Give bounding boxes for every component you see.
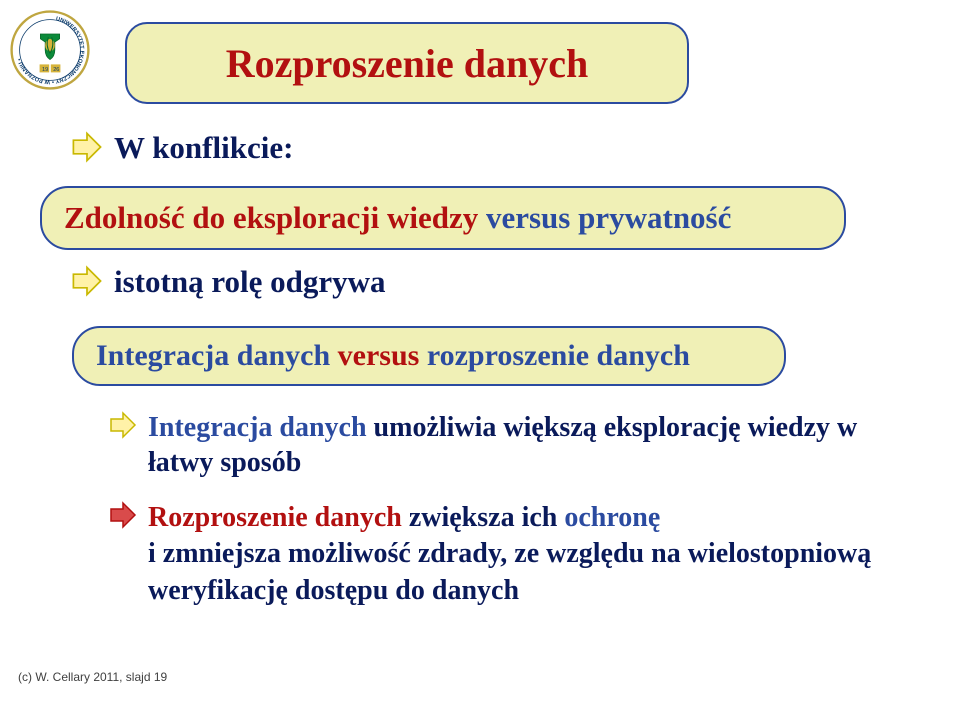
arrow-right-icon [108, 500, 138, 530]
bullet-conflict-text: W konflikcie: [114, 130, 293, 166]
svg-text:19: 19 [42, 67, 48, 73]
bullet-role-text: istotną rolę odgrywa [114, 264, 386, 300]
bullet-dispersion-detail: Rozproszenie danych zwiększa ich ochronę… [108, 500, 908, 609]
callout-integration-text: Integracja danych versus rozproszenie da… [96, 339, 690, 373]
footer-copyright: (c) W. Cellary 2011, slajd 19 [18, 670, 167, 684]
arrow-right-icon [70, 130, 104, 164]
bullet-role: istotną rolę odgrywa [70, 264, 386, 300]
slide-title: Rozproszenie danych [226, 40, 589, 87]
university-logo: UNIWERSYTET EKONOMICZNY • W POZNANIU • 1… [10, 10, 90, 90]
callout-ability-text: Zdolność do eksploracji wiedzy versus pr… [64, 200, 731, 236]
callout-ability: Zdolność do eksploracji wiedzy versus pr… [40, 186, 846, 250]
svg-text:26: 26 [53, 67, 59, 73]
bullet-dispersion-text: Rozproszenie danych zwiększa ich ochronę… [148, 500, 908, 609]
bullet-conflict: W konflikcie: [70, 130, 293, 166]
title-box: Rozproszenie danych [125, 22, 689, 104]
slide: UNIWERSYTET EKONOMICZNY • W POZNANIU • 1… [0, 0, 960, 712]
bullet-integration-text: Integracja danych umożliwia większą eksp… [148, 410, 878, 480]
callout-integration: Integracja danych versus rozproszenie da… [72, 326, 786, 386]
arrow-right-icon [70, 264, 104, 298]
arrow-right-icon [108, 410, 138, 440]
bullet-integration-detail: Integracja danych umożliwia większą eksp… [108, 410, 878, 480]
